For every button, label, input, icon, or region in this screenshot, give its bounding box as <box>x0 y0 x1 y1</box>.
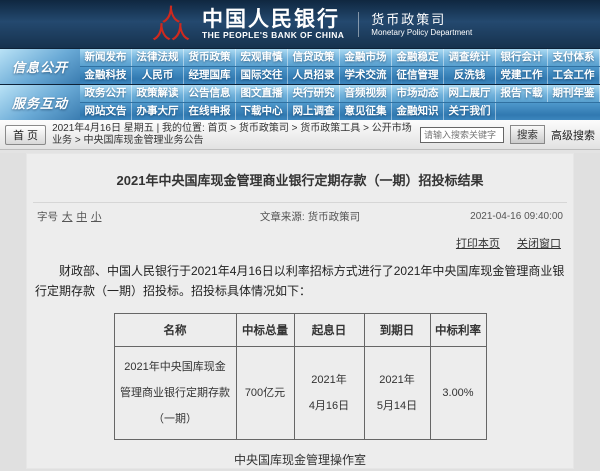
menu-label-service-interaction[interactable]: 服务互动 <box>0 85 80 120</box>
menu-label-information-disclosure[interactable]: 信息公开 <box>0 49 80 84</box>
menu-row: 政务公开 政策解读 公告信息 图文直播 央行研究 音频视频 市场动态 网上展厅 报告下载 期刊年鉴 <box>80 85 600 102</box>
search-input[interactable] <box>420 126 504 143</box>
breadcrumb: 2021年4月16日 星期五 | 我的位置: 首页 > 货币政策司 > 货币政策… <box>52 123 414 147</box>
menu-item[interactable]: 网上展厅 <box>444 85 496 102</box>
svg-text:人: 人 <box>162 5 180 25</box>
menu-item[interactable]: 办事大厅 <box>132 103 184 120</box>
menu-item[interactable]: 学术交流 <box>340 67 392 84</box>
menu-item[interactable]: 央行研究 <box>288 85 340 102</box>
menu-item[interactable]: 金融市场 <box>340 49 392 66</box>
close-window-link[interactable]: 关闭窗口 <box>517 238 561 250</box>
svg-text:人: 人 <box>153 23 171 43</box>
menu-items-information-disclosure: 新闻发布 法律法规 货币政策 宏观审慎 信贷政策 金融市场 金融稳定 调查统计 银行会计 支付体系… <box>80 49 600 84</box>
menu-item[interactable]: 反洗钱 <box>444 67 496 84</box>
signature: 中央国库现金管理操作室 <box>233 453 366 467</box>
menu-item[interactable]: 人员招录 <box>288 67 340 84</box>
menu-item[interactable]: 音频视频 <box>340 85 392 102</box>
menu-item[interactable]: 经理国库 <box>184 67 236 84</box>
menu-item[interactable]: 银行会计 <box>496 49 548 66</box>
font-size-small[interactable]: 小 <box>91 211 102 223</box>
article-actions: 打印本页 关闭窗口 <box>33 228 567 251</box>
menu-item[interactable]: 法律法规 <box>132 49 184 66</box>
bank-name-block: 中国人民银行 THE PEOPLE'S BANK OF CHINA <box>202 8 344 40</box>
search-button[interactable]: 搜索 <box>510 125 545 144</box>
menu-item[interactable]: 征信管理 <box>392 67 444 84</box>
menu-item[interactable]: 金融知识 <box>392 103 444 120</box>
font-size-medium[interactable]: 中 <box>76 211 88 223</box>
print-page-link[interactable]: 打印本页 <box>455 238 500 250</box>
article-panel: 2021年中央国库现金管理商业银行定期存款（一期）招投标结果 字号大中小 文章来… <box>26 153 574 469</box>
table-header-row: 名称 中标总量 起息日 到期日 中标利率 <box>113 313 487 347</box>
menu-row: 网站文告 办事大厅 在线申报 下载中心 网上调查 意见征集 金融知识 关于我们 <box>80 102 600 120</box>
svg-text:人: 人 <box>172 23 190 43</box>
home-button[interactable]: 首 页 <box>5 124 47 145</box>
breadcrumb-separator: | <box>156 122 160 134</box>
pboc-logo-icon: 人 人 人 <box>153 5 190 43</box>
breadcrumb-date: 2021年4月16日 星期五 <box>52 122 154 134</box>
department-name-en: Monetary Policy Department <box>371 27 473 37</box>
menu-item[interactable]: 市场动态 <box>392 85 444 102</box>
table-row: 2021年中央国库现金 管理商业银行定期存款 （一期） 700亿元 2021年 … <box>113 346 487 440</box>
cell-start-date: 2021年 4月16日 <box>293 346 365 440</box>
article-datetime: 2021-04-16 09:40:00 <box>470 211 563 222</box>
auction-result-table: 名称 中标总量 起息日 到期日 中标利率 2021年中央国库现金 管理商业银行定… <box>113 313 487 440</box>
menu-item[interactable]: 调查统计 <box>444 49 496 66</box>
department-block: 货币政策司 Monetary Policy Department <box>358 11 473 37</box>
menu-bar-information-disclosure: 信息公开 新闻发布 法律法规 货币政策 宏观审慎 信贷政策 金融市场 金融稳定 调查统计 银行会… <box>0 48 600 84</box>
content-area: 2021年中央国库现金管理商业银行定期存款（一期）招投标结果 字号大中小 文章来… <box>0 153 600 471</box>
bank-name-en: THE PEOPLE'S BANK OF CHINA <box>202 30 345 40</box>
menu-item[interactable]: 货币政策 <box>184 49 236 66</box>
menu-item[interactable]: 党建工作 <box>496 67 548 84</box>
table-header-rate: 中标利率 <box>429 313 487 347</box>
source-label: 文章来源: <box>259 211 308 223</box>
article-meta-bar: 字号大中小 文章来源: 货币政策司 2021-04-16 09:40:00 <box>33 202 567 228</box>
department-name-cn: 货币政策司 <box>371 11 447 27</box>
menu-item[interactable]: 图文直播 <box>236 85 288 102</box>
article-source: 文章来源: 货币政策司 <box>187 209 433 224</box>
menu-items-service-interaction: 政务公开 政策解读 公告信息 图文直播 央行研究 音频视频 市场动态 网上展厅 报告下载 期刊年鉴… <box>80 85 600 120</box>
site-header: 人 人 人 中国人民银行 THE PEOPLE'S BANK OF CHINA … <box>0 0 600 48</box>
menu-item[interactable]: 网站文告 <box>80 103 132 120</box>
table-header-end: 到期日 <box>363 313 431 347</box>
menu-item[interactable]: 支付体系 <box>548 49 600 66</box>
menu-row: 新闻发布 法律法规 货币政策 宏观审慎 信贷政策 金融市场 金融稳定 调查统计 银行会计 支付体系 <box>80 49 600 66</box>
breadcrumb-location-path[interactable]: 我的位置: 首页 > 货币政策司 > 货币政策工具 > 公开市场业务 > 中央国… <box>52 122 412 146</box>
menu-item[interactable]: 政务公开 <box>80 85 132 102</box>
menu-item[interactable]: 政策解读 <box>132 85 184 102</box>
menu-bar-service-interaction: 服务互动 政务公开 政策解读 公告信息 图文直播 央行研究 音频视频 市场动态 网上展厅 报告下… <box>0 84 600 120</box>
table-header-start: 起息日 <box>293 313 365 347</box>
cell-rate: 3.00% <box>429 346 487 440</box>
menu-item[interactable]: 金融科技 <box>80 67 132 84</box>
menu-item[interactable]: 新闻发布 <box>80 49 132 66</box>
article-paragraph: 财政部、中国人民银行于2021年4月16日以利率招标方式进行了2021年中央国库… <box>35 264 565 298</box>
menu-row: 金融科技 人民币 经理国库 国际交往 人员招录 学术交流 征信管理 反洗钱 党建工作 工会工作 <box>80 66 600 84</box>
menu-item[interactable]: 关于我们 <box>444 103 496 120</box>
menu-item[interactable]: 金融稳定 <box>392 49 444 66</box>
menu-item[interactable]: 国际交往 <box>236 67 288 84</box>
table-header-amount: 中标总量 <box>235 313 295 347</box>
advanced-search-link[interactable]: 高级搜索 <box>551 129 595 142</box>
menu-item[interactable]: 宏观审慎 <box>236 49 288 66</box>
menu-item[interactable]: 公告信息 <box>184 85 236 102</box>
article-title: 2021年中央国库现金管理商业银行定期存款（一期）招投标结果 <box>116 173 484 188</box>
breadcrumb-bar: 首 页 2021年4月16日 星期五 | 我的位置: 首页 > 货币政策司 > … <box>0 120 600 150</box>
menu-item[interactable]: 意见征集 <box>340 103 392 120</box>
menu-item[interactable]: 网上调查 <box>288 103 340 120</box>
menu-item[interactable]: 期刊年鉴 <box>548 85 600 102</box>
cell-end-date: 2021年 5月14日 <box>363 346 431 440</box>
menu-item[interactable]: 人民币 <box>132 67 184 84</box>
menu-item[interactable]: 报告下载 <box>496 85 548 102</box>
cell-amount: 700亿元 <box>235 346 295 440</box>
menu-item[interactable]: 下载中心 <box>236 103 288 120</box>
font-size-controls: 字号大中小 <box>37 209 187 224</box>
menu-item[interactable]: 工会工作 <box>548 67 600 84</box>
bank-name-cn: 中国人民银行 <box>202 7 340 31</box>
menu-item[interactable]: 信贷政策 <box>288 49 340 66</box>
source-value: 货币政策司 <box>307 211 361 223</box>
cell-deposit-name: 2021年中央国库现金 管理商业银行定期存款 （一期） <box>113 346 237 440</box>
table-header-name: 名称 <box>113 313 237 347</box>
font-size-label: 字号 <box>37 211 58 223</box>
menu-item[interactable]: 在线申报 <box>184 103 236 120</box>
font-size-large[interactable]: 大 <box>62 211 73 223</box>
